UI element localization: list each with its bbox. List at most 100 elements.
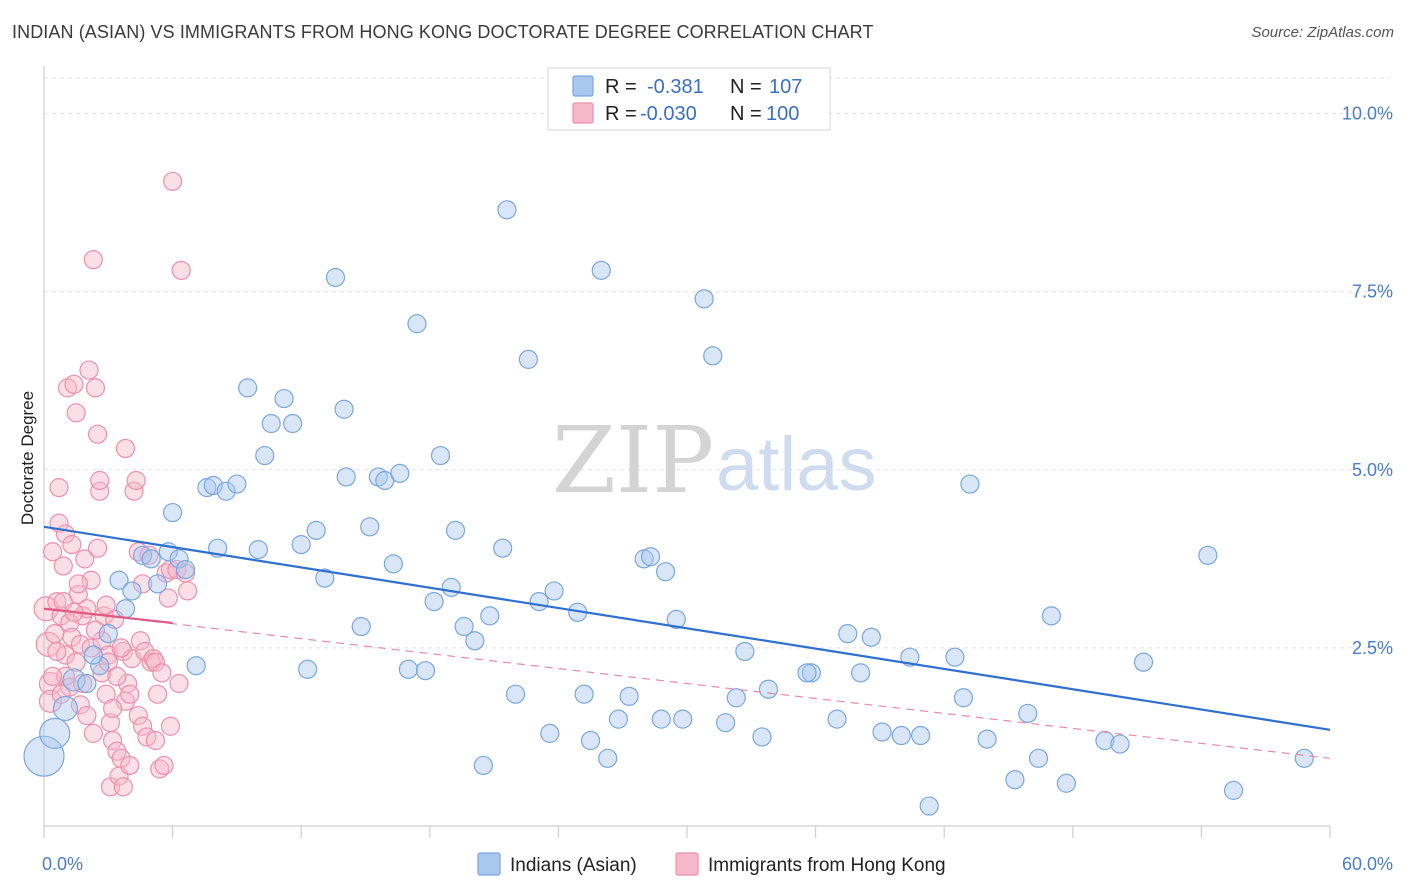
point-hongkong-82 [107,666,127,687]
point-hongkong-7 [49,478,69,498]
point-indians-80 [758,679,779,699]
point-hongkong-98 [42,666,63,687]
point-indians-23 [227,474,247,494]
legend-n-label-2: N = [730,103,762,125]
point-indians-106 [1294,748,1314,768]
point-indians-53 [480,606,500,626]
point-indians-85 [851,663,871,683]
point-indians-27 [261,413,281,434]
point-hongkong-61 [143,648,163,669]
point-indians-48 [441,577,461,597]
point-hongkong-48 [120,684,140,704]
point-hongkong-54 [128,705,148,726]
point-hongkong-22 [75,549,95,569]
point-indians-4 [77,673,97,694]
point-indians-5 [90,656,110,676]
point-indians-98 [1028,748,1049,768]
trend-line-hongkong [43,607,173,625]
point-indians-24 [238,378,258,398]
point-indians-58 [529,591,549,612]
point-indians-33 [315,568,335,588]
point-hongkong-10 [53,556,73,576]
point-hongkong-1 [35,631,61,657]
point-hongkong-59 [139,545,159,565]
point-indians-18 [186,656,206,676]
point-indians-51 [465,631,485,651]
point-indians-94 [960,474,980,494]
point-hongkong-46 [115,438,136,459]
point-hongkong-65 [152,663,172,683]
point-hongkong-88 [47,641,67,662]
axes [43,66,1331,838]
point-indians-35 [334,399,354,419]
y-tick-label-3: 10.0% [1342,104,1393,124]
point-hongkong-5 [45,624,65,644]
legend-r-label-1: R = [605,76,637,98]
legend-n-label-1: N = [730,76,762,98]
point-indians-71 [655,562,676,582]
point-indians-56 [505,684,526,704]
point-indians-75 [703,346,723,366]
legend-swatch-indians [572,75,594,97]
point-indians-7 [98,624,118,644]
point-hongkong-86 [72,673,93,694]
point-hongkong-81 [102,698,123,719]
point-hongkong-63 [147,684,168,704]
point-indians-64 [591,260,611,280]
tick-labels: 2.5% 5.0% 7.5% 10.0% 0.0% 60.0% [42,104,1393,874]
point-indians-60 [544,581,564,601]
point-indians-57 [518,349,538,369]
point-hongkong-20 [70,634,91,654]
point-indians-81 [801,663,821,683]
point-indians-22 [216,481,236,501]
point-indians-55 [497,200,517,220]
point-indians-88 [891,725,911,746]
point-indians-72 [666,609,686,630]
point-hongkong-78 [83,723,103,743]
data-points [23,171,1314,816]
series-legend: Indians (Asian) Immigrants from Hong Kon… [477,852,946,876]
point-indians-84 [838,624,858,644]
point-hongkong-15 [62,535,82,555]
x-tick-label-0: 0.0% [42,854,83,874]
legend-r-value-1: -0.381 [647,76,704,98]
source-label: Source: ZipAtlas.com [1251,24,1394,41]
point-indians-34 [325,267,346,288]
point-indians-102 [1110,734,1130,754]
series-legend-swatch-indians [477,852,501,876]
point-hongkong-52 [126,470,146,491]
point-indians-2 [52,695,79,722]
point-indians-29 [283,413,303,434]
point-indians-31 [298,659,318,679]
trend-line-indians [43,525,1331,731]
point-hongkong-68 [158,588,178,608]
point-indians-15 [163,502,183,523]
point-indians-79 [752,727,772,747]
point-indians-45 [415,661,436,681]
point-hongkong-95 [160,716,181,736]
stats-legend: R = -0.381 N = 107 R = -0.030 N = 100 [547,67,831,131]
point-indians-91 [919,796,939,816]
point-indians-63 [580,730,601,751]
point-indians-89 [900,647,920,667]
point-indians-66 [608,709,629,729]
point-indians-99 [1041,606,1061,626]
legend-r-label-2: R = [605,103,637,125]
point-indians-54 [493,538,513,558]
point-hongkong-3 [38,689,63,713]
point-indians-92 [945,647,965,667]
point-indians-6 [83,645,103,665]
point-indians-26 [255,445,275,466]
point-indians-77 [726,688,746,708]
point-indians-95 [977,729,997,749]
point-indians-37 [351,616,371,637]
point-indians-1 [39,717,71,749]
watermark-atlas: atlas [716,422,877,507]
point-indians-87 [872,722,892,742]
point-indians-90 [911,725,931,746]
point-hongkong-18 [66,403,86,423]
legend-n-value-2: 100 [766,103,799,125]
point-indians-0 [23,735,65,777]
point-hongkong-27 [83,250,103,270]
